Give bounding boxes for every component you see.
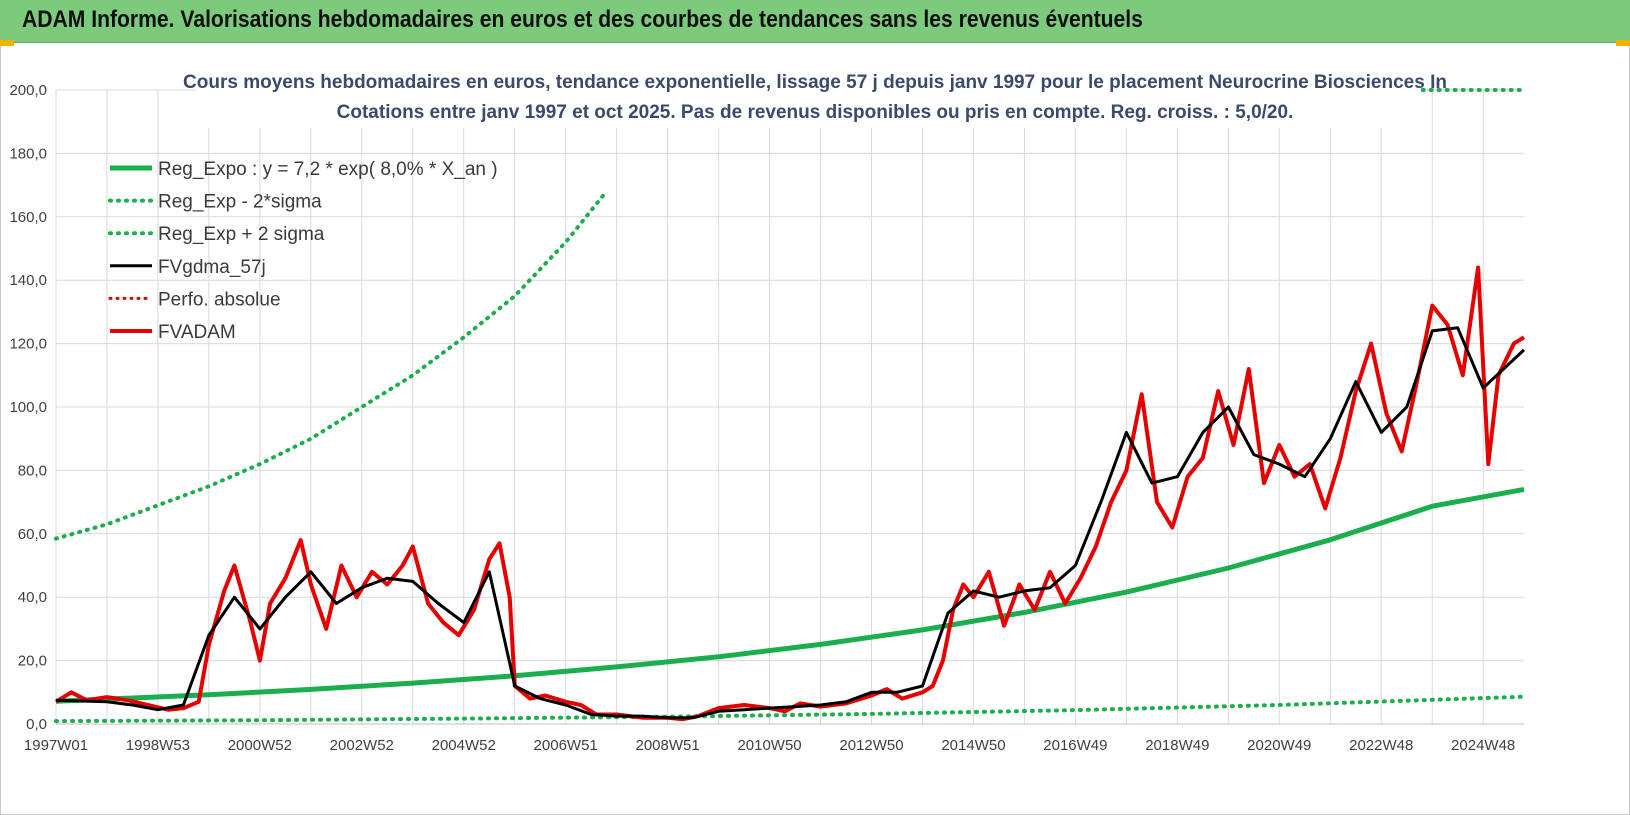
axes: 0,0 20,0 40,0 60,0 80,0 100,0 120,0 140,0 160,0 1… [9, 82, 1524, 754]
x-tick-label: 2006W51 [534, 737, 598, 754]
legend-label: Reg_Exp + 2 sigma [158, 224, 325, 245]
subtitle-line-1: Cours moyens hebdomadaires en euros, ten… [183, 72, 1447, 93]
x-tick-label: 2012W50 [839, 737, 903, 754]
x-tick-label: 1998W53 [126, 737, 190, 754]
x-tick-label: 2014W50 [941, 737, 1005, 754]
legend-label: Perfo. absolue [158, 289, 281, 310]
x-tick-label: 2002W52 [330, 737, 394, 754]
legend: Reg_Expo : y = 7,2 * exp( 8,0% * X_an ) R… [108, 159, 498, 343]
chart-subtitle: Cours moyens hebdomadaires en euros, ten… [183, 64, 1447, 128]
y-tick-label: 0,0 [26, 716, 47, 733]
legend-label: Reg_Expo : y = 7,2 * exp( 8,0% * X_an ) [158, 159, 498, 180]
x-tick-label: 2008W51 [636, 737, 700, 754]
y-tick-label: 100,0 [9, 399, 47, 416]
fvgdma-57j-line [55, 326, 1526, 720]
x-tick-label: 1997W01 [24, 737, 88, 754]
x-tick-label: 2022W48 [1349, 737, 1413, 754]
y-tick-label: 60,0 [18, 526, 47, 543]
y-tick-label: 120,0 [9, 336, 47, 353]
y-tick-label: 200,0 [9, 82, 47, 99]
fvadam-line [54, 265, 1526, 722]
x-tick-label: 2010W50 [737, 737, 801, 754]
gridlines [55, 89, 1524, 725]
corner-mark-right [1616, 40, 1630, 46]
x-tick-label: 2016W49 [1043, 737, 1107, 754]
y-tick-label: 160,0 [9, 209, 47, 226]
y-tick-label: 80,0 [18, 462, 47, 479]
series-group [54, 88, 1526, 724]
x-tick-label: 2004W52 [432, 737, 496, 754]
subtitle-line-2: Cotations entre janv 1997 et oct 2025. P… [337, 102, 1294, 123]
y-tick-label: 180,0 [9, 145, 47, 162]
x-tick-label: 2018W49 [1145, 737, 1209, 754]
page-title: ADAM Informe. Valorisations hebdomadaire… [22, 6, 1143, 33]
y-tick-label: 40,0 [18, 589, 47, 606]
legend-label: FVADAM [158, 322, 236, 343]
corner-mark-left [0, 40, 14, 46]
reg-exp-minus-2sigma-line [54, 694, 1526, 724]
y-tick-label: 140,0 [9, 272, 47, 289]
legend-label: FVgdma_57j [158, 257, 266, 278]
y-tick-label: 20,0 [18, 653, 47, 670]
header-bar: ADAM Informe. Valorisations hebdomadaire… [0, 0, 1630, 43]
x-tick-label: 2020W49 [1247, 737, 1311, 754]
reg-exp-plus-2sigma-line [54, 189, 609, 541]
legend-label: Reg_Exp - 2*sigma [158, 192, 322, 213]
reg-expo-line [55, 486, 1525, 704]
subtitle-background [196, 64, 1421, 128]
x-tick-label: 2000W52 [228, 737, 292, 754]
x-tick-label: 2024W48 [1451, 737, 1515, 754]
